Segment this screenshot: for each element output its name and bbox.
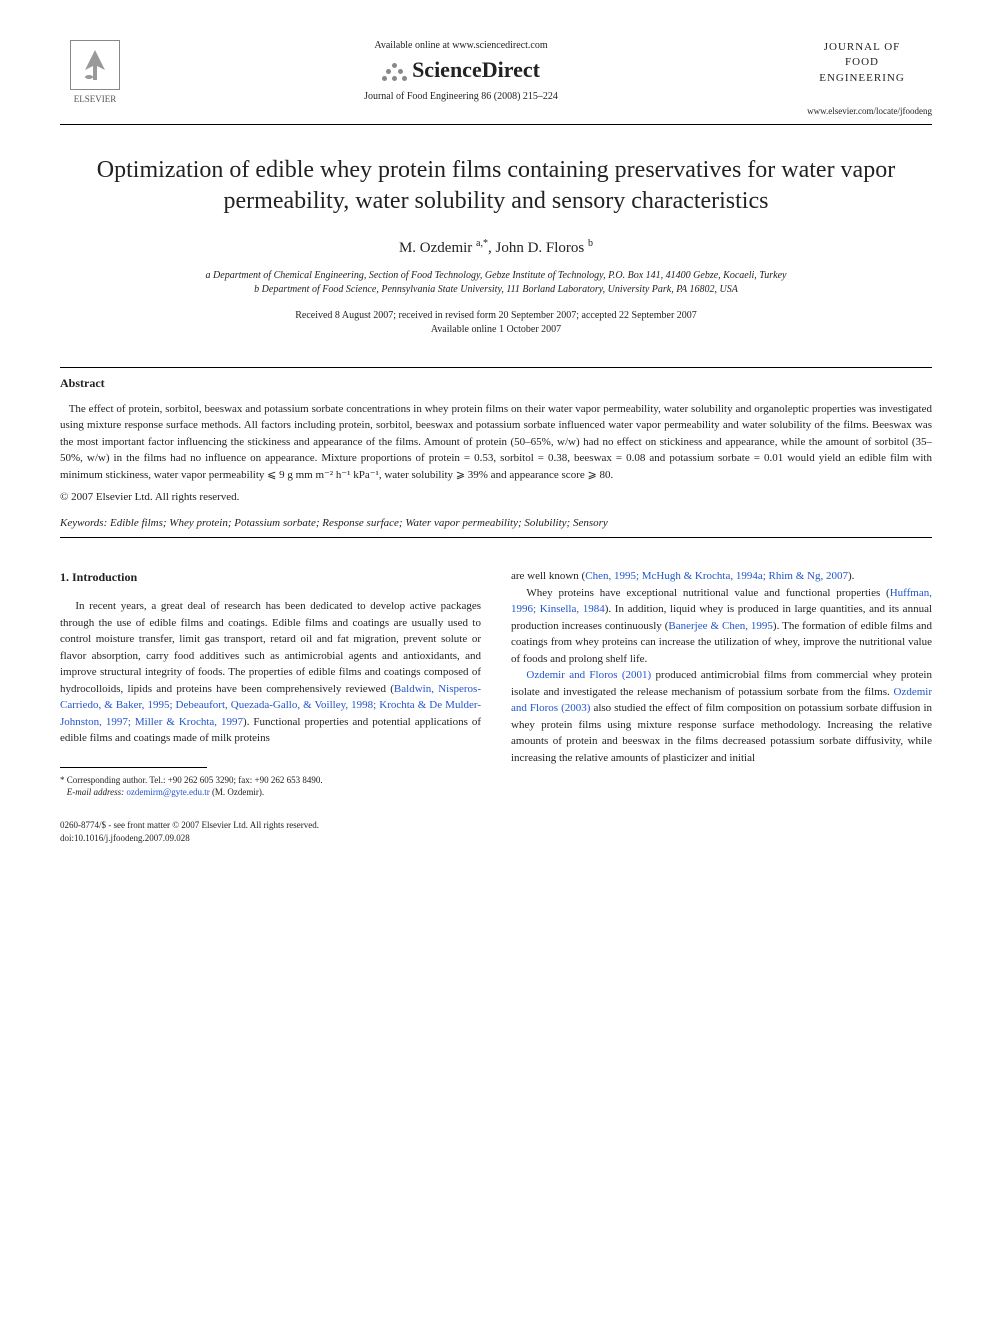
- sciencedirect-dots-icon: [382, 61, 408, 83]
- footer-doi: doi:10.1016/j.jfoodeng.2007.09.028: [60, 832, 481, 846]
- paragraph-text: ).: [848, 570, 854, 582]
- header-right: JOURNAL OF FOOD ENGINEERING www.elsevier…: [792, 40, 932, 116]
- citation-link[interactable]: Ozdemir and Floros (2001): [526, 669, 651, 681]
- paragraph: In recent years, a great deal of researc…: [60, 598, 481, 747]
- abstract-top-rule: [60, 367, 932, 368]
- article-title: Optimization of edible whey protein film…: [60, 155, 932, 217]
- paragraph: are well known (Chen, 1995; McHugh & Kro…: [511, 568, 932, 585]
- author: John D. Floros b: [496, 240, 594, 256]
- elsevier-label: ELSEVIER: [60, 94, 130, 104]
- corresponding-email-line: E-mail address: ozdemirm@gyte.edu.tr (M.…: [60, 786, 481, 799]
- author-name: M. Ozdemir: [399, 240, 472, 256]
- abstract-body: The effect of protein, sorbitol, beeswax…: [60, 403, 932, 481]
- author-marks: b: [588, 238, 593, 249]
- paragraph-text: are well known (: [511, 570, 585, 582]
- page-header: ELSEVIER Available online at www.science…: [60, 40, 932, 116]
- keywords-text: Edible films; Whey protein; Potassium so…: [110, 517, 608, 529]
- email-label: E-mail address:: [67, 787, 124, 797]
- keywords-label: Keywords:: [60, 517, 107, 529]
- paragraph: Ozdemir and Floros (2001) produced antim…: [511, 667, 932, 766]
- footer-line: 0260-8774/$ - see front matter © 2007 El…: [60, 819, 481, 833]
- section-heading: 1. Introduction: [60, 568, 481, 586]
- journal-name-line: JOURNAL OF: [824, 41, 901, 53]
- available-online-date: Available online 1 October 2007: [60, 323, 932, 337]
- author-marks: a,*: [476, 238, 488, 249]
- affiliation: a Department of Chemical Engineering, Se…: [60, 269, 932, 283]
- keywords-line: Keywords: Edible films; Whey protein; Po…: [60, 517, 932, 529]
- header-rule: [60, 124, 932, 125]
- author: M. Ozdemir a,*: [399, 240, 488, 256]
- author-name: John D. Floros: [496, 240, 585, 256]
- paragraph-text: Whey proteins have exceptional nutrition…: [526, 587, 889, 599]
- available-online-text: Available online at www.sciencedirect.co…: [150, 40, 772, 51]
- received-dates: Received 8 August 2007; received in revi…: [60, 309, 932, 323]
- elsevier-logo: ELSEVIER: [60, 40, 130, 104]
- email-attribution: (M. Ozdemir).: [210, 787, 264, 797]
- footer-copyright: 0260-8774/$ - see front matter © 2007 El…: [60, 819, 481, 846]
- journal-name: JOURNAL OF FOOD ENGINEERING: [792, 40, 932, 86]
- affiliations: a Department of Chemical Engineering, Se…: [60, 269, 932, 297]
- corresponding-contact: * Corresponding author. Tel.: +90 262 60…: [60, 774, 481, 787]
- affiliation: b Department of Food Science, Pennsylvan…: [60, 283, 932, 297]
- email-link[interactable]: ozdemirm@gyte.edu.tr: [126, 787, 209, 797]
- journal-url: www.elsevier.com/locate/jfoodeng: [792, 106, 932, 116]
- body-columns: 1. Introduction In recent years, a great…: [60, 568, 932, 846]
- abstract-bottom-rule: [60, 537, 932, 538]
- right-column: are well known (Chen, 1995; McHugh & Kro…: [511, 568, 932, 846]
- journal-reference: Journal of Food Engineering 86 (2008) 21…: [150, 91, 772, 102]
- abstract-heading: Abstract: [60, 376, 932, 391]
- authors-line: M. Ozdemir a,*, John D. Floros b: [60, 238, 932, 257]
- citation-link[interactable]: Chen, 1995; McHugh & Krochta, 1994a; Rhi…: [585, 570, 848, 582]
- header-center: Available online at www.sciencedirect.co…: [130, 40, 792, 102]
- left-column: 1. Introduction In recent years, a great…: [60, 568, 481, 846]
- journal-name-line: FOOD: [845, 56, 879, 68]
- sciencedirect-logo: ScienceDirect: [150, 57, 772, 83]
- sciencedirect-text: ScienceDirect: [412, 57, 540, 82]
- corresponding-author-footnote: * Corresponding author. Tel.: +90 262 60…: [60, 774, 481, 799]
- journal-name-line: ENGINEERING: [819, 72, 905, 84]
- abstract-copyright: © 2007 Elsevier Ltd. All rights reserved…: [60, 491, 932, 503]
- citation-link[interactable]: Banerjee & Chen, 1995: [668, 620, 773, 632]
- article-dates: Received 8 August 2007; received in revi…: [60, 309, 932, 337]
- elsevier-tree-icon: [70, 40, 120, 90]
- footnote-rule: [60, 767, 207, 768]
- paragraph-text: In recent years, a great deal of researc…: [60, 600, 481, 695]
- abstract-text: The effect of protein, sorbitol, beeswax…: [60, 401, 932, 484]
- paragraph: Whey proteins have exceptional nutrition…: [511, 585, 932, 668]
